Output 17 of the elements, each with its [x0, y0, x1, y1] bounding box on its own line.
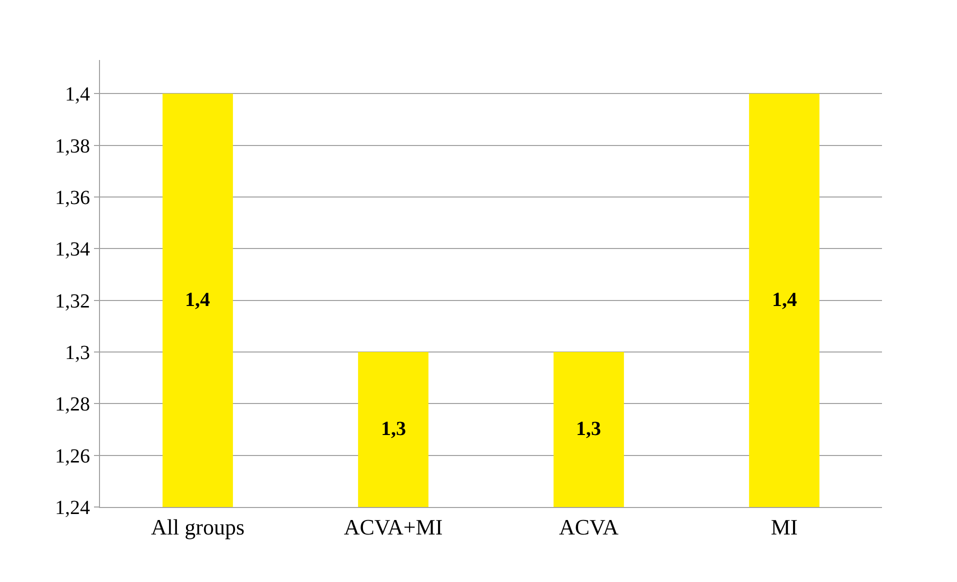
y-tick-label: 1,3	[65, 342, 90, 364]
data-label: 1,3	[576, 418, 601, 440]
data-label: 1,3	[381, 418, 406, 440]
y-tick-label: 1,32	[55, 290, 90, 312]
x-tick-label: ACVA+MI	[344, 514, 443, 540]
y-tick-label: 1,4	[65, 84, 90, 106]
data-label: 1,4	[772, 289, 797, 311]
x-tick-label: All groups	[151, 514, 244, 540]
y-tick-label: 1,38	[55, 135, 90, 158]
x-tick-label: ACVA	[558, 514, 619, 540]
y-tick-label: 1,26	[55, 445, 90, 468]
data-label: 1,4	[185, 289, 210, 311]
y-tick-label: 1,36	[55, 186, 90, 209]
y-tick-label: 1,24	[55, 497, 90, 519]
y-tick-label: 1,34	[55, 238, 90, 261]
x-tick-label: MI	[770, 514, 798, 540]
y-tick-label: 1,28	[55, 394, 90, 416]
